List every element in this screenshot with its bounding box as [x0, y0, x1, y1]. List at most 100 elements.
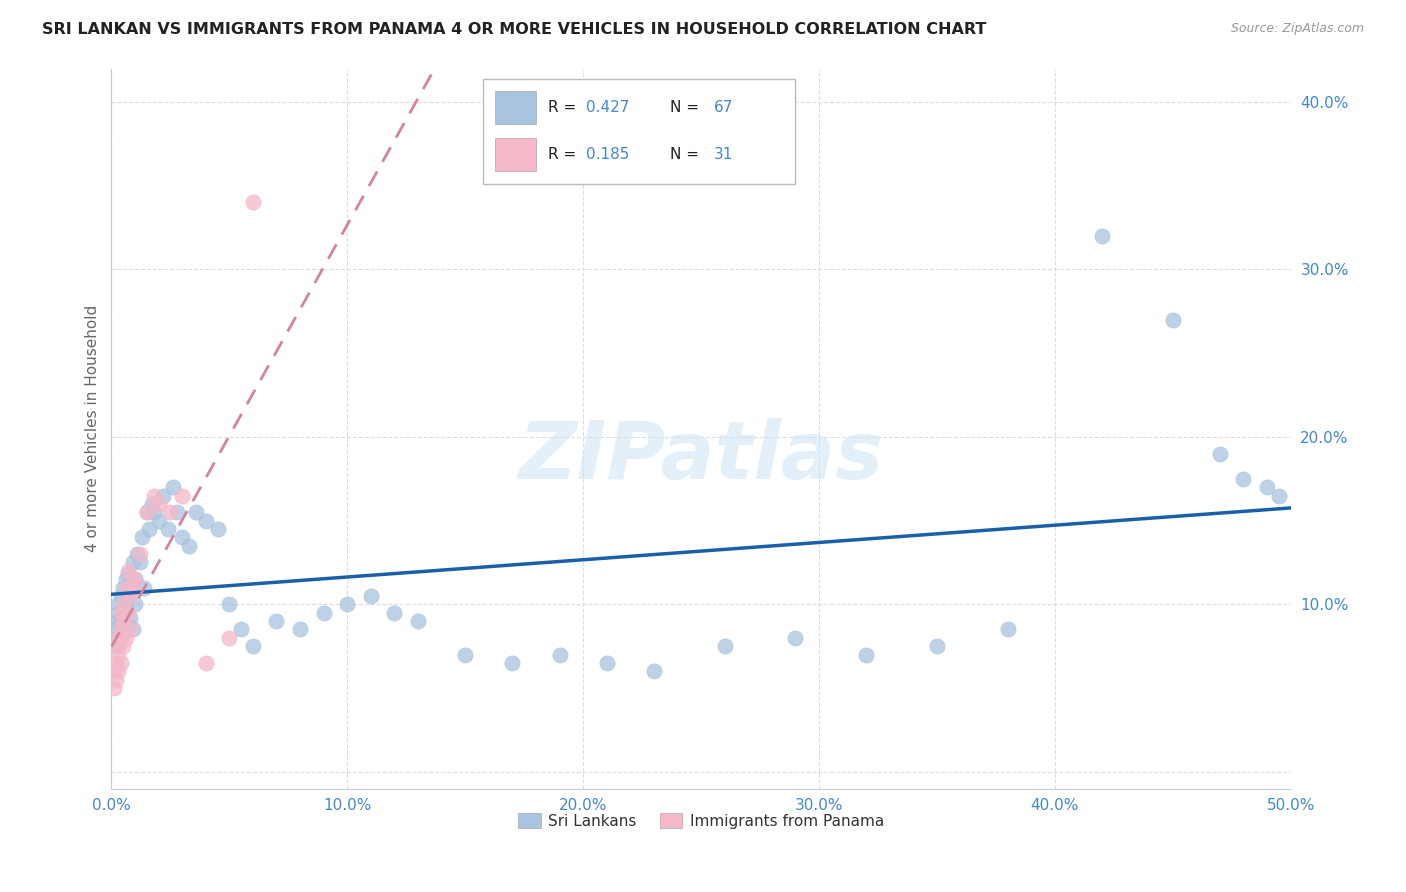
Point: [120, 623, 142, 637]
Point: [360, 589, 382, 603]
Text: SRI LANKAN VS IMMIGRANTS FROM PANAMA 4 OR MORE VEHICLES IN HOUSEHOLD CORRELATION: SRI LANKAN VS IMMIGRANTS FROM PANAMA 4 O…: [42, 22, 987, 37]
Point: [148, 514, 170, 528]
Point: [152, 488, 174, 502]
Point: [124, 572, 146, 586]
Point: [1209, 447, 1232, 461]
Point: [124, 598, 146, 612]
Point: [127, 547, 149, 561]
Point: [142, 505, 165, 519]
Point: [186, 505, 208, 519]
Point: [785, 631, 807, 645]
Point: [997, 623, 1019, 637]
Point: [1161, 312, 1184, 326]
Point: [110, 606, 132, 620]
Point: [110, 589, 132, 603]
Point: [107, 598, 129, 612]
Point: [643, 665, 665, 679]
Point: [454, 648, 477, 662]
Point: [107, 639, 129, 653]
Point: [128, 547, 150, 561]
Point: [925, 639, 948, 653]
Point: [110, 623, 132, 637]
Legend: Sri Lankans, Immigrants from Panama: Sri Lankans, Immigrants from Panama: [512, 806, 890, 835]
Point: [114, 581, 136, 595]
Point: [105, 656, 128, 670]
Point: [1268, 488, 1291, 502]
Point: [120, 583, 142, 598]
Point: [194, 656, 217, 670]
Point: [135, 505, 157, 519]
Point: [1232, 472, 1254, 486]
Text: ZIPatlas: ZIPatlas: [519, 418, 883, 496]
Point: [112, 639, 135, 653]
Point: [406, 614, 429, 628]
Point: [501, 656, 523, 670]
Point: [110, 611, 132, 625]
Point: [166, 505, 188, 519]
Point: [242, 195, 264, 210]
Point: [172, 530, 194, 544]
Point: [855, 648, 877, 662]
Point: [114, 631, 136, 645]
Point: [713, 639, 735, 653]
Point: [117, 617, 139, 632]
Point: [135, 505, 157, 519]
Point: [595, 656, 617, 670]
Point: [194, 514, 217, 528]
Point: [138, 522, 160, 536]
Y-axis label: 4 or more Vehicles in Household: 4 or more Vehicles in Household: [86, 305, 100, 552]
Point: [312, 606, 335, 620]
Point: [105, 614, 128, 628]
Point: [117, 567, 139, 582]
Point: [336, 598, 359, 612]
Point: [1091, 229, 1114, 244]
Point: [107, 606, 129, 620]
Point: [1256, 480, 1278, 494]
Point: [162, 480, 184, 494]
Point: [207, 522, 229, 536]
Point: [131, 530, 153, 544]
Point: [112, 606, 135, 620]
Point: [105, 639, 128, 653]
Point: [114, 598, 136, 612]
Point: [128, 556, 150, 570]
Point: [117, 589, 139, 603]
Point: [103, 623, 125, 637]
Point: [134, 581, 156, 595]
Point: [107, 665, 129, 679]
Point: [218, 598, 240, 612]
Point: [112, 627, 135, 641]
Point: [117, 606, 139, 620]
Point: [142, 488, 165, 502]
Point: [179, 539, 201, 553]
Point: [229, 623, 252, 637]
Point: [242, 639, 264, 653]
Point: [121, 556, 143, 570]
Point: [117, 564, 139, 578]
Point: [110, 623, 132, 637]
Point: [112, 598, 135, 612]
Point: [105, 673, 128, 687]
Point: [172, 488, 194, 502]
Point: [148, 497, 170, 511]
Point: [107, 648, 129, 662]
Point: [112, 581, 135, 595]
Point: [288, 623, 311, 637]
Point: [141, 497, 163, 511]
Point: [120, 611, 142, 625]
Point: [121, 623, 143, 637]
Point: [548, 648, 571, 662]
Point: [103, 681, 125, 695]
Text: Source: ZipAtlas.com: Source: ZipAtlas.com: [1230, 22, 1364, 36]
Point: [105, 631, 128, 645]
Point: [384, 606, 406, 620]
Point: [159, 505, 181, 519]
Point: [107, 631, 129, 645]
Point: [218, 631, 240, 645]
Point: [124, 572, 146, 586]
Point: [120, 589, 142, 603]
Point: [110, 656, 132, 670]
Point: [121, 581, 143, 595]
Point: [266, 614, 288, 628]
Point: [112, 614, 135, 628]
